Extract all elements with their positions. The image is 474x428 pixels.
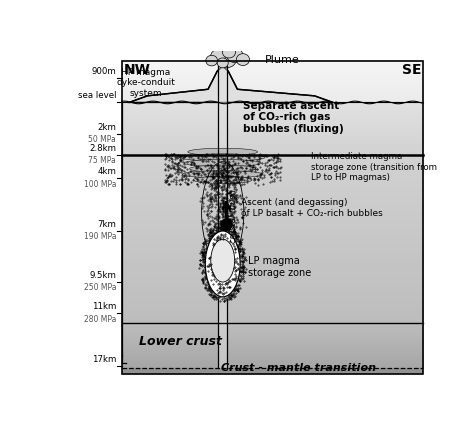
Text: SE: SE — [401, 63, 421, 77]
Text: LP magma
storage zone: LP magma storage zone — [248, 256, 312, 278]
Ellipse shape — [181, 154, 265, 161]
Text: 17km: 17km — [92, 355, 116, 364]
Text: 11km: 11km — [92, 303, 116, 312]
Text: crystal mush: crystal mush — [228, 189, 237, 243]
Polygon shape — [129, 66, 333, 102]
Circle shape — [216, 49, 237, 68]
Text: 2km: 2km — [97, 123, 116, 132]
Ellipse shape — [188, 148, 258, 155]
Text: 100 MPa: 100 MPa — [84, 180, 116, 189]
Text: 250 MPa: 250 MPa — [84, 283, 116, 292]
Text: 7km: 7km — [97, 220, 116, 229]
Text: Separate ascent
of CO₂-rich gas
bubbles (fluxing): Separate ascent of CO₂-rich gas bubbles … — [243, 101, 344, 134]
Text: HP magma
dyke-conduit
system: HP magma dyke-conduit system — [116, 68, 175, 98]
Text: 75 MPa: 75 MPa — [89, 157, 116, 166]
Text: 190 MPa: 190 MPa — [84, 232, 116, 241]
Ellipse shape — [205, 231, 240, 297]
Circle shape — [217, 58, 228, 68]
Ellipse shape — [184, 160, 261, 166]
Text: Crust - mantle transition: Crust - mantle transition — [220, 363, 375, 373]
Text: Lower crust: Lower crust — [139, 335, 222, 348]
Circle shape — [210, 50, 225, 63]
Text: sea level: sea level — [78, 92, 116, 101]
Ellipse shape — [193, 176, 252, 184]
Circle shape — [222, 46, 236, 58]
Circle shape — [206, 55, 218, 66]
Circle shape — [237, 54, 249, 65]
Text: Plume: Plume — [265, 55, 300, 65]
Bar — [218, 66, 228, 368]
Ellipse shape — [211, 239, 235, 282]
Text: 4km: 4km — [97, 167, 116, 176]
Ellipse shape — [190, 165, 256, 172]
Text: 50 MPa: 50 MPa — [89, 135, 116, 144]
Bar — [122, 368, 423, 374]
Text: 2.8km: 2.8km — [89, 144, 116, 153]
Text: 280 MPa: 280 MPa — [84, 315, 116, 324]
Ellipse shape — [182, 171, 263, 178]
Text: 9.5km: 9.5km — [89, 271, 116, 280]
Text: NW: NW — [124, 63, 150, 77]
Bar — [122, 61, 423, 374]
Text: Intermediate magma
storage zone (transition from
LP to HP magmas): Intermediate magma storage zone (transit… — [311, 152, 437, 182]
Text: Ascent (and degassing)
of LP basalt + CO₂-rich bubbles: Ascent (and degassing) of LP basalt + CO… — [241, 198, 383, 217]
Text: 900m: 900m — [91, 67, 116, 77]
Circle shape — [227, 48, 243, 62]
